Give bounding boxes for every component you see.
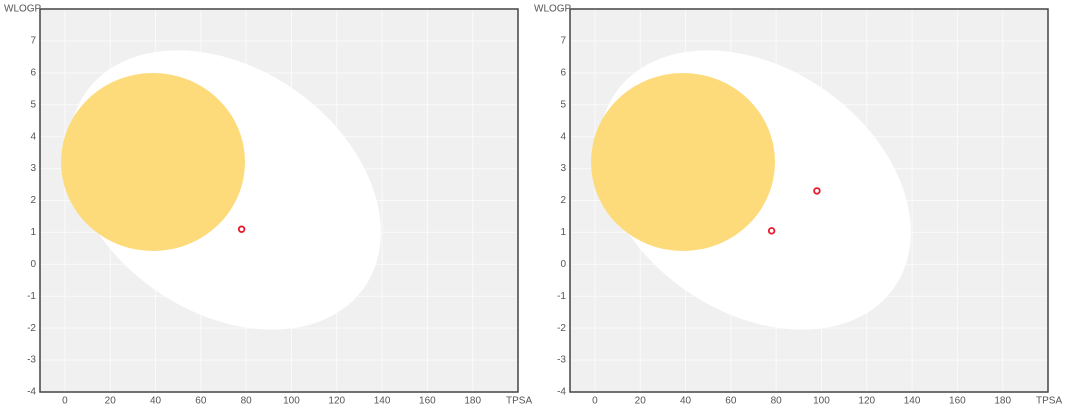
y-tick-label: 4: [560, 131, 566, 142]
x-tick-label: 160: [419, 396, 436, 407]
y-tick-label: 0: [30, 259, 36, 270]
plot-frame: [569, 8, 1049, 393]
x-axis-label: TPSA: [1036, 396, 1062, 407]
y-tick-label: 2: [560, 195, 566, 206]
y-tick-label: -4: [27, 387, 36, 398]
x-tick-label: 60: [725, 396, 737, 407]
x-tick-label: 140: [374, 396, 391, 407]
x-tick-label: 120: [858, 396, 875, 407]
x-tick-label: 100: [813, 396, 830, 407]
x-tick-label: 120: [328, 396, 345, 407]
y-tick-label: 2: [30, 195, 36, 206]
y-tick-label: -1: [557, 291, 566, 302]
y-axis-label: WLOGP: [4, 4, 42, 15]
y-axis-label: WLOGP: [534, 4, 572, 15]
y-tick-label: -4: [557, 387, 566, 398]
y-tick-label: -2: [27, 323, 36, 334]
x-tick-label: 140: [904, 396, 921, 407]
x-tick-label: 100: [283, 396, 300, 407]
y-tick-label: 7: [30, 36, 36, 47]
y-tick-label: -3: [557, 355, 566, 366]
y-tick-label: -2: [557, 323, 566, 334]
x-tick-label: 0: [62, 396, 68, 407]
x-tick-label: 40: [680, 396, 692, 407]
chart-panel: -4 -3 -2 -1 0 1 2 3 4 5 6 7 0 20 40 60 80 100 120 140 160 180…: [4, 4, 532, 407]
y-tick-label: 5: [30, 99, 36, 110]
y-tick-label: 3: [30, 163, 36, 174]
y-tick-label: 6: [30, 67, 36, 78]
x-tick-label: 80: [771, 396, 783, 407]
y-tick-label: -1: [27, 291, 36, 302]
data-point: [767, 227, 776, 235]
x-axis-label: TPSA: [506, 396, 532, 407]
y-tick-label: 3: [560, 163, 566, 174]
x-tick-label: 0: [592, 396, 598, 407]
data-point: [813, 187, 821, 195]
y-tick-label: 5: [560, 99, 566, 110]
x-tick-label: 160: [949, 396, 966, 407]
x-tick-label: 20: [635, 396, 647, 407]
y-tick-label: 1: [560, 227, 566, 238]
y-tick-label: 4: [30, 131, 36, 142]
plot-frame: [39, 8, 519, 393]
chart-panel: -4 -3 -2 -1 0 1 2 3 4 5 6 7 0 20 40 60 80 100 120 140 160 180…: [534, 4, 1062, 407]
yolk-region: [591, 73, 775, 251]
y-tick-label: 1: [30, 227, 36, 238]
x-tick-label: 20: [105, 396, 117, 407]
x-tick-label: 180: [994, 396, 1011, 407]
y-tick-label: -3: [27, 355, 36, 366]
y-tick-label: 0: [560, 259, 566, 270]
x-tick-label: 80: [241, 396, 253, 407]
x-tick-label: 40: [150, 396, 162, 407]
data-point: [237, 225, 246, 233]
y-tick-label: 6: [560, 67, 566, 78]
x-tick-label: 180: [464, 396, 481, 407]
yolk-region: [61, 73, 245, 251]
x-tick-label: 60: [195, 396, 207, 407]
y-tick-label: 7: [560, 36, 566, 47]
